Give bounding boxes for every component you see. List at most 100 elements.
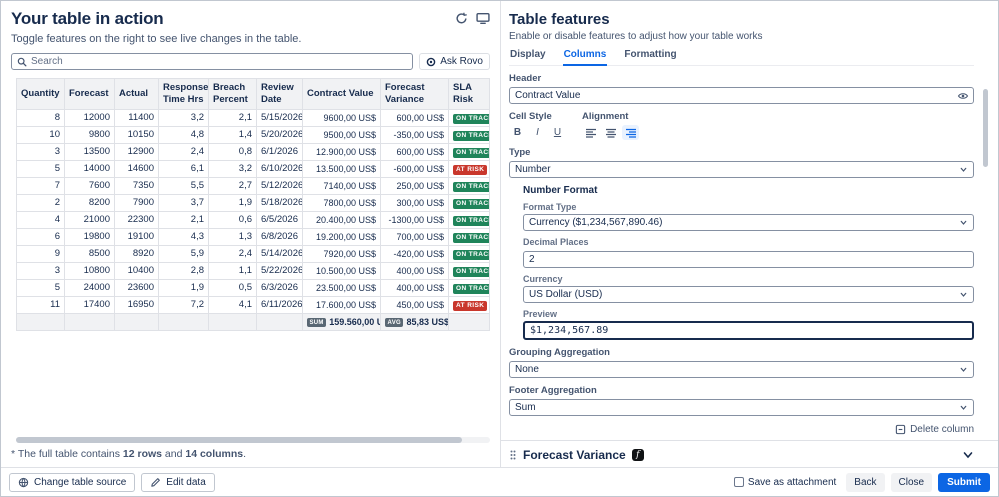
grouping-aggregation-label: Grouping Aggregation bbox=[509, 347, 610, 358]
edit-data-button[interactable]: Edit data bbox=[141, 472, 215, 492]
table-cell: 5/20/2026 bbox=[256, 125, 303, 144]
preview-table: Quantity Forecast Actual Response Time Hrs B… bbox=[16, 78, 490, 331]
number-format-section: Number Format Format Type Currency ($1,2… bbox=[523, 185, 974, 340]
formula-icon: f bbox=[631, 449, 644, 461]
table-row: 6 19800 19100 4,3 1,3 6/8/2026 19.200,00 US$ 70… bbox=[16, 227, 490, 246]
currency-select[interactable]: US Dollar (USD) bbox=[523, 286, 974, 303]
table-cell: 11400 bbox=[114, 108, 159, 127]
grouping-aggregation-select[interactable]: None bbox=[509, 361, 974, 378]
table-cell: 16950 bbox=[114, 295, 159, 314]
chevron-down-icon[interactable] bbox=[962, 449, 974, 461]
table-cell: 12.900,00 US$ bbox=[302, 142, 381, 161]
section-title: Forecast Variance bbox=[523, 448, 626, 462]
table-cell: 8200 bbox=[64, 193, 115, 212]
table-cell: 9 bbox=[16, 244, 65, 263]
column-header-forecast-variance[interactable]: Forecast Variance bbox=[380, 78, 449, 110]
column-header-response-time-hrs[interactable]: Response Time Hrs bbox=[158, 78, 209, 110]
monitor-icon[interactable] bbox=[476, 12, 490, 25]
column-header-forecast[interactable]: Forecast bbox=[64, 78, 115, 110]
table-cell: 5/15/2026 bbox=[256, 108, 303, 127]
format-preview: $1,234,567.89 bbox=[523, 321, 974, 340]
table-cell: 600,00 US$ bbox=[380, 108, 449, 127]
footer-aggregation-select[interactable]: Sum bbox=[509, 399, 974, 416]
column-header-input[interactable] bbox=[509, 87, 974, 104]
italic-button[interactable]: I bbox=[529, 125, 546, 140]
save-attachment-checkbox[interactable] bbox=[733, 477, 744, 487]
table-cell: ON TRACK bbox=[448, 261, 490, 280]
tab-formatting[interactable]: Formatting bbox=[624, 49, 677, 60]
cell-style-label: Cell Style bbox=[509, 111, 552, 122]
table-horizontal-scrollbar[interactable] bbox=[16, 437, 490, 443]
type-label: Type bbox=[509, 147, 531, 158]
back-button[interactable]: Back bbox=[846, 472, 885, 492]
currency-label: Currency bbox=[523, 274, 563, 284]
ask-rovo-button[interactable]: Ask Rovo bbox=[419, 53, 490, 70]
search-icon bbox=[17, 57, 27, 66]
table-cell: ON TRACK bbox=[448, 142, 490, 161]
table-cell: 3 bbox=[16, 261, 65, 280]
delete-column-icon bbox=[895, 424, 906, 435]
table-cell: 7350 bbox=[114, 176, 159, 195]
globe-icon bbox=[18, 477, 29, 487]
sla-risk-badge: ON TRACK bbox=[453, 232, 489, 243]
submit-button[interactable]: Submit bbox=[938, 472, 990, 492]
table-cell: 4 bbox=[16, 210, 65, 229]
table-cell: 17.600,00 US$ bbox=[302, 295, 381, 314]
decimal-places-input[interactable] bbox=[523, 251, 974, 268]
type-select[interactable]: Number bbox=[509, 161, 974, 178]
table-cell: 7900 bbox=[114, 193, 159, 212]
sla-risk-badge: AT RISK bbox=[453, 164, 488, 175]
search-input[interactable] bbox=[31, 56, 408, 67]
table-cell: 3,2 bbox=[208, 159, 257, 178]
table-cell: 10400 bbox=[114, 261, 159, 280]
table-cell: 17400 bbox=[64, 295, 115, 314]
table-cell: 700,00 US$ bbox=[380, 227, 449, 246]
table-cell: 400,00 US$ bbox=[380, 278, 449, 297]
chevron-down-icon bbox=[960, 292, 967, 297]
table-cell: 6/10/2026 bbox=[256, 159, 303, 178]
column-header-actual[interactable]: Actual bbox=[114, 78, 159, 110]
preview-label: Preview bbox=[523, 309, 558, 319]
rovo-icon bbox=[426, 57, 436, 66]
eye-icon[interactable] bbox=[957, 90, 969, 102]
currency-select-value: US Dollar (USD) bbox=[529, 289, 603, 300]
horizontal-scrollbar-thumb[interactable] bbox=[16, 437, 462, 443]
drag-handle-icon[interactable] bbox=[509, 449, 517, 461]
panel-vertical-scrollbar[interactable] bbox=[983, 89, 988, 167]
table-cell: 2 bbox=[16, 193, 65, 212]
tab-columns[interactable]: Columns bbox=[562, 49, 608, 66]
align-right-button[interactable] bbox=[622, 125, 639, 140]
table-cell: 2,4 bbox=[208, 244, 257, 263]
tab-display[interactable]: Display bbox=[510, 49, 546, 60]
align-center-button[interactable] bbox=[602, 125, 619, 140]
close-button[interactable]: Close bbox=[890, 472, 933, 492]
table-cell: -420,00 US$ bbox=[380, 244, 449, 263]
align-left-button[interactable] bbox=[582, 125, 599, 140]
table-cell: 5/12/2026 bbox=[256, 176, 303, 195]
table-row: 2 8200 7900 3,7 1,9 5/18/2026 7800,00 US$ 300,0… bbox=[16, 193, 490, 212]
decimal-places-label: Decimal Places bbox=[523, 237, 589, 247]
column-header-quantity[interactable]: Quantity bbox=[16, 78, 65, 110]
table-cell: -600,00 US$ bbox=[380, 159, 449, 178]
table-cell: 7 bbox=[16, 176, 65, 195]
table-cell: 7920,00 US$ bbox=[302, 244, 381, 263]
refresh-icon[interactable] bbox=[455, 12, 468, 25]
table-cell: 8920 bbox=[114, 244, 159, 263]
preview-table-wrap: Quantity Forecast Actual Response Time Hrs B… bbox=[16, 78, 490, 331]
column-header-breach-percent[interactable]: Breach Percent bbox=[208, 78, 257, 110]
column-header-review-date[interactable]: Review Date bbox=[256, 78, 303, 110]
table-cell: 1,4 bbox=[208, 125, 257, 144]
column-header-contract-value[interactable]: Contract Value bbox=[302, 78, 381, 110]
underline-button[interactable]: U bbox=[549, 125, 566, 140]
table-row: 11 17400 16950 7,2 4,1 6/11/2026 17.600,00 US$… bbox=[16, 295, 490, 314]
column-header-sla-risk[interactable]: SLA Risk bbox=[448, 78, 490, 110]
delete-column-button[interactable]: Delete column bbox=[895, 424, 974, 435]
table-cell: 9600,00 US$ bbox=[302, 108, 381, 127]
table-row: 5 24000 23600 1,9 0,5 6/3/2026 23.500,00 US$ 40… bbox=[16, 278, 490, 297]
table-cell: 14000 bbox=[64, 159, 115, 178]
format-type-select[interactable]: Currency ($1,234,567,890.46) bbox=[523, 214, 974, 231]
format-type-label: Format Type bbox=[523, 202, 577, 212]
bold-button[interactable]: B bbox=[509, 125, 526, 140]
change-table-source-button[interactable]: Change table source bbox=[9, 472, 136, 492]
